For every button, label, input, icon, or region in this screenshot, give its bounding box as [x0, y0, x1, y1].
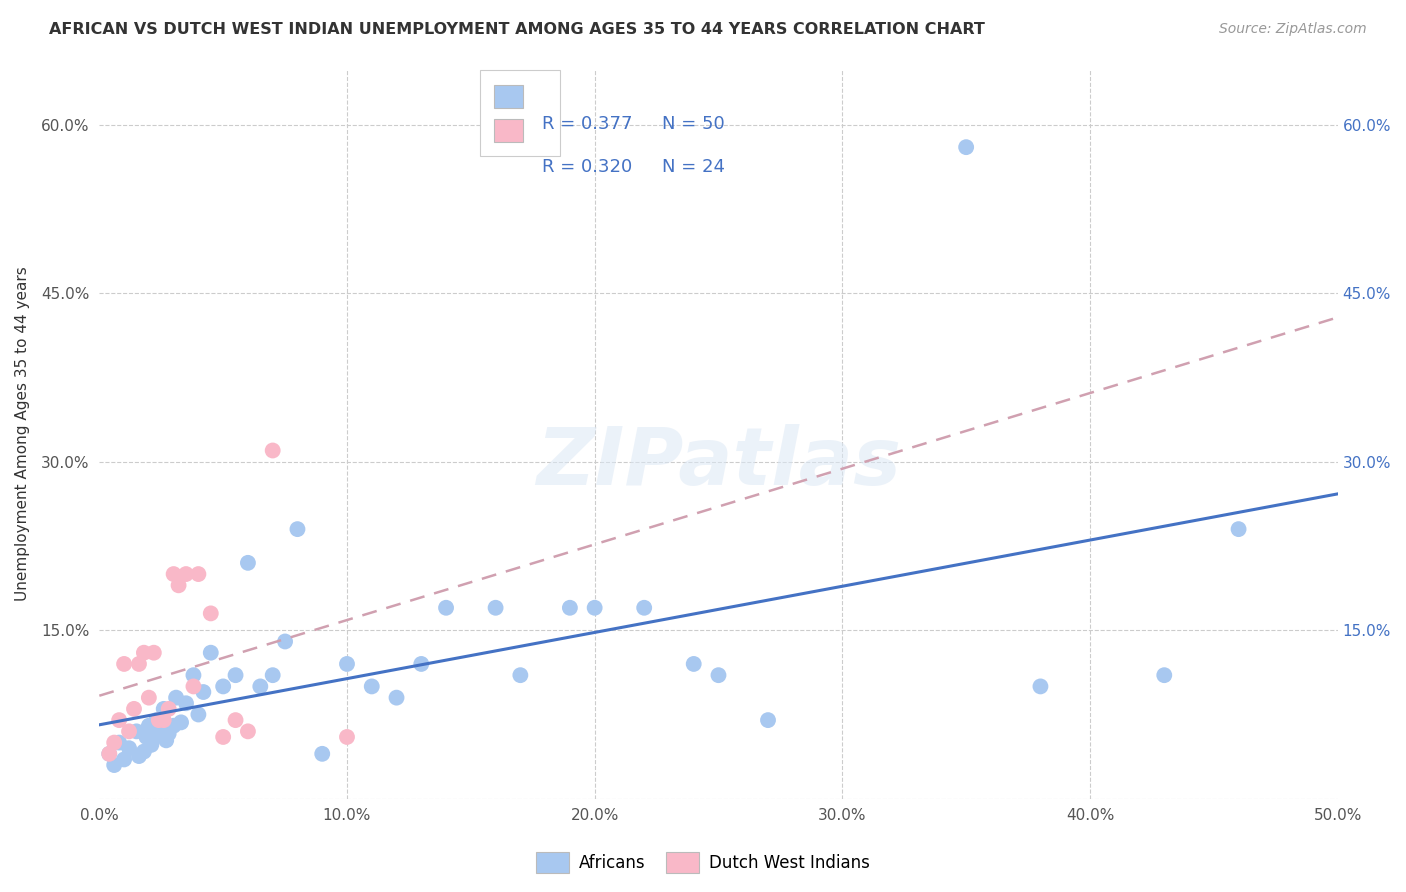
- Point: [162, 719, 184, 733]
- Point: [98, 747, 121, 761]
- Text: Source: ZipAtlas.com: Source: ZipAtlas.com: [1219, 22, 1367, 37]
- Point: [955, 140, 977, 154]
- Point: [193, 685, 215, 699]
- Point: [225, 713, 247, 727]
- Point: [162, 567, 184, 582]
- Point: [142, 730, 165, 744]
- Point: [262, 668, 284, 682]
- Point: [311, 747, 333, 761]
- Legend:   ,   : ,: [479, 70, 560, 156]
- Point: [128, 749, 150, 764]
- Point: [135, 730, 157, 744]
- Point: [112, 657, 135, 671]
- Point: [108, 735, 131, 749]
- Point: [249, 680, 271, 694]
- Point: [108, 713, 131, 727]
- Point: [360, 680, 382, 694]
- Point: [682, 657, 704, 671]
- Point: [155, 733, 177, 747]
- Point: [138, 690, 160, 705]
- Point: [183, 680, 205, 694]
- Point: [174, 696, 197, 710]
- Point: [118, 741, 141, 756]
- Legend: Africans, Dutch West Indians: Africans, Dutch West Indians: [529, 846, 877, 880]
- Point: [152, 713, 174, 727]
- Point: [633, 600, 655, 615]
- Point: [287, 522, 309, 536]
- Point: [112, 752, 135, 766]
- Point: [138, 719, 160, 733]
- Point: [336, 657, 359, 671]
- Point: [225, 668, 247, 682]
- Point: [411, 657, 433, 671]
- Point: [200, 646, 222, 660]
- Point: [187, 707, 209, 722]
- Point: [707, 668, 730, 682]
- Point: [141, 738, 163, 752]
- Point: [165, 690, 187, 705]
- Point: [183, 668, 205, 682]
- Point: [336, 730, 359, 744]
- Point: [103, 758, 125, 772]
- Text: N = 24: N = 24: [662, 159, 724, 177]
- Point: [148, 713, 170, 727]
- Point: [200, 607, 222, 621]
- Text: N = 50: N = 50: [662, 115, 724, 133]
- Point: [132, 646, 155, 660]
- Point: [118, 724, 141, 739]
- Point: [1029, 680, 1052, 694]
- Point: [152, 702, 174, 716]
- Point: [150, 724, 173, 739]
- Point: [187, 567, 209, 582]
- Point: [122, 702, 145, 716]
- Point: [756, 713, 779, 727]
- Point: [145, 713, 167, 727]
- Point: [174, 567, 197, 582]
- Text: R = 0.320: R = 0.320: [543, 159, 633, 177]
- Point: [434, 600, 457, 615]
- Point: [142, 646, 165, 660]
- Text: R = 0.377: R = 0.377: [543, 115, 633, 133]
- Point: [236, 556, 259, 570]
- Point: [98, 747, 121, 761]
- Point: [125, 724, 148, 739]
- Point: [128, 657, 150, 671]
- Text: AFRICAN VS DUTCH WEST INDIAN UNEMPLOYMENT AMONG AGES 35 TO 44 YEARS CORRELATION : AFRICAN VS DUTCH WEST INDIAN UNEMPLOYMEN…: [49, 22, 986, 37]
- Point: [103, 735, 125, 749]
- Y-axis label: Unemployment Among Ages 35 to 44 years: Unemployment Among Ages 35 to 44 years: [15, 267, 30, 601]
- Point: [212, 680, 235, 694]
- Point: [484, 600, 506, 615]
- Point: [170, 715, 193, 730]
- Point: [558, 600, 581, 615]
- Point: [132, 745, 155, 759]
- Point: [262, 443, 284, 458]
- Point: [167, 578, 190, 592]
- Point: [583, 600, 606, 615]
- Point: [274, 634, 297, 648]
- Point: [385, 690, 408, 705]
- Point: [212, 730, 235, 744]
- Point: [157, 702, 180, 716]
- Point: [1153, 668, 1175, 682]
- Text: ZIPatlas: ZIPatlas: [536, 424, 901, 502]
- Point: [157, 726, 180, 740]
- Point: [236, 724, 259, 739]
- Point: [509, 668, 531, 682]
- Point: [1227, 522, 1250, 536]
